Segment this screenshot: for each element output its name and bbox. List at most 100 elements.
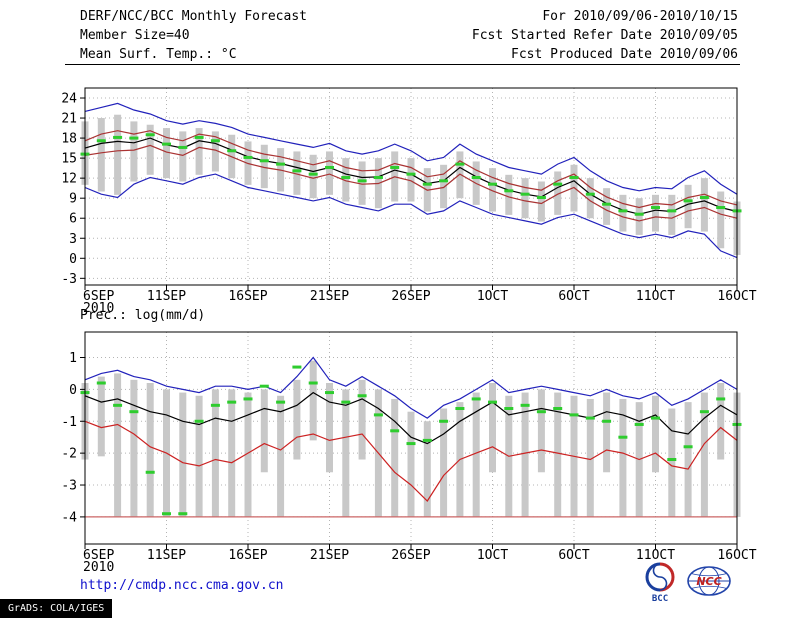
ensemble-member-spread-bar — [260, 144, 268, 189]
ensemble-member-spread-bar — [700, 392, 708, 517]
ensemble-member-spread-bar — [423, 421, 431, 517]
ensemble-member-spread-bar — [652, 395, 659, 473]
control-observation-dash — [520, 403, 530, 407]
produced-date-label: Fcst Produced Date 2010/09/06 — [511, 47, 738, 62]
spread-lower-line — [84, 144, 738, 222]
control-observation-dash — [536, 196, 546, 200]
control-observation-dash — [471, 175, 481, 179]
refer-date-label: Fcst Started Refer Date 2010/09/05 — [471, 28, 738, 43]
control-observation-dash — [455, 407, 465, 411]
x-tick-label: 26SEP — [391, 548, 430, 563]
control-observation-dash — [259, 384, 269, 388]
ensemble-member-spread-bar — [407, 411, 415, 517]
control-observation-dash — [178, 145, 188, 149]
control-observation-dash — [406, 442, 416, 446]
source-url-link[interactable]: http://cmdp.ncc.cma.gov.cn — [80, 578, 284, 593]
ensemble-member-spread-bar — [244, 392, 252, 517]
control-observation-dash — [113, 135, 123, 139]
ensemble-member-spread-bar — [521, 178, 529, 219]
control-observation-dash — [651, 206, 660, 210]
control-observation-dash — [341, 175, 351, 179]
control-observation-dash — [276, 162, 286, 166]
control-observation-dash — [422, 182, 432, 186]
ensemble-member-spread-bar — [179, 392, 187, 517]
y-tick-label: -2 — [61, 447, 77, 462]
y-tick-label: 0 — [69, 383, 77, 398]
ensemble-member-spread-bar — [277, 395, 285, 517]
bcc-logo-label: BCC — [652, 594, 668, 602]
x-tick-label: 6SEP — [83, 289, 114, 304]
x-year-label: 2010 — [83, 301, 114, 316]
ensemble-member-spread-bar — [489, 168, 496, 212]
y-tick-label: -3 — [61, 479, 77, 494]
control-observation-dash — [390, 429, 400, 433]
ensemble-member-spread-bar — [114, 114, 122, 195]
control-observation-dash — [113, 403, 123, 407]
control-observation-dash — [259, 159, 269, 163]
x-tick-label: 11SEP — [147, 548, 186, 563]
y-tick-label: 3 — [69, 232, 77, 247]
x-tick-label: 26SEP — [391, 289, 430, 304]
ensemble-member-spread-bar — [700, 178, 708, 232]
ensemble-member-spread-bar — [668, 408, 676, 517]
y-tick-label: -4 — [61, 510, 77, 525]
x-tick-label: 16OCT — [717, 548, 756, 563]
ensemble-min-line — [84, 173, 738, 259]
ensemble-member-spread-bar — [97, 376, 105, 457]
ensemble-member-spread-bar — [326, 383, 333, 473]
spread-upper-line — [84, 130, 738, 209]
ensemble-member-spread-bar — [195, 395, 203, 517]
x-tick-label: 21SEP — [310, 548, 349, 563]
control-observation-dash — [308, 172, 318, 176]
control-observation-dash — [683, 445, 693, 449]
ensemble-member-spread-bar — [554, 392, 562, 517]
ensemble-member-spread-bar — [489, 383, 496, 473]
control-observation-dash — [520, 192, 530, 196]
control-observation-dash — [292, 169, 302, 173]
control-observation-dash — [406, 172, 416, 176]
spread-lower-line — [84, 420, 738, 502]
x-tick-label: 1OCT — [477, 548, 508, 563]
precip-variable-label: Prec.: log(mm/d) — [80, 308, 206, 323]
x-year-label: 2010 — [83, 560, 114, 575]
control-observation-dash — [373, 175, 383, 179]
ensemble-member-spread-bar — [195, 128, 203, 175]
ensemble-member-spread-bar — [440, 408, 448, 517]
control-observation-dash — [422, 438, 432, 442]
control-observation-dash — [276, 400, 286, 404]
ensemble-member-spread-bar — [505, 174, 513, 215]
ensemble-member-spread-bar — [342, 158, 350, 202]
ensemble-max-line — [84, 356, 738, 419]
ensemble-member-spread-bar — [358, 161, 366, 205]
ensemble-member-spread-bar — [717, 383, 725, 460]
grads-credit-badge: GrADS: COLA/IGES — [0, 599, 113, 618]
ensemble-member-spread-bar — [668, 194, 676, 235]
ensemble-member-spread-bar — [537, 389, 545, 473]
ensemble-member-spread-bar — [309, 154, 317, 199]
ensemble-member-spread-bar — [521, 392, 529, 517]
y-tick-label: 6 — [69, 212, 77, 227]
x-tick-label: 11SEP — [147, 289, 186, 304]
control-observation-dash — [553, 182, 563, 186]
control-observation-dash — [325, 165, 334, 169]
ensemble-member-spread-bar — [537, 181, 545, 222]
control-observation-dash — [634, 422, 644, 426]
ensemble-member-spread-bar — [603, 392, 611, 473]
control-observation-dash — [162, 142, 171, 146]
ensemble-member-spread-bar — [554, 171, 562, 215]
ensemble-member-spread-bar — [146, 124, 154, 175]
ensemble-member-spread-bar — [440, 164, 448, 209]
ensemble-max-line — [84, 102, 738, 195]
ensemble-member-spread-bar — [130, 121, 138, 182]
ncc-logo: NCC — [687, 566, 731, 596]
control-observation-dash — [227, 149, 237, 153]
ensemble-member-spread-bar — [146, 383, 154, 517]
ensemble-member-spread-bar — [114, 373, 122, 517]
control-observation-dash — [618, 209, 628, 213]
control-observation-dash — [602, 419, 612, 423]
ensemble-member-spread-bar — [342, 389, 350, 517]
control-observation-dash — [373, 413, 383, 417]
x-tick-label: 16SEP — [228, 289, 267, 304]
bcc-logo: BCC — [645, 562, 675, 602]
